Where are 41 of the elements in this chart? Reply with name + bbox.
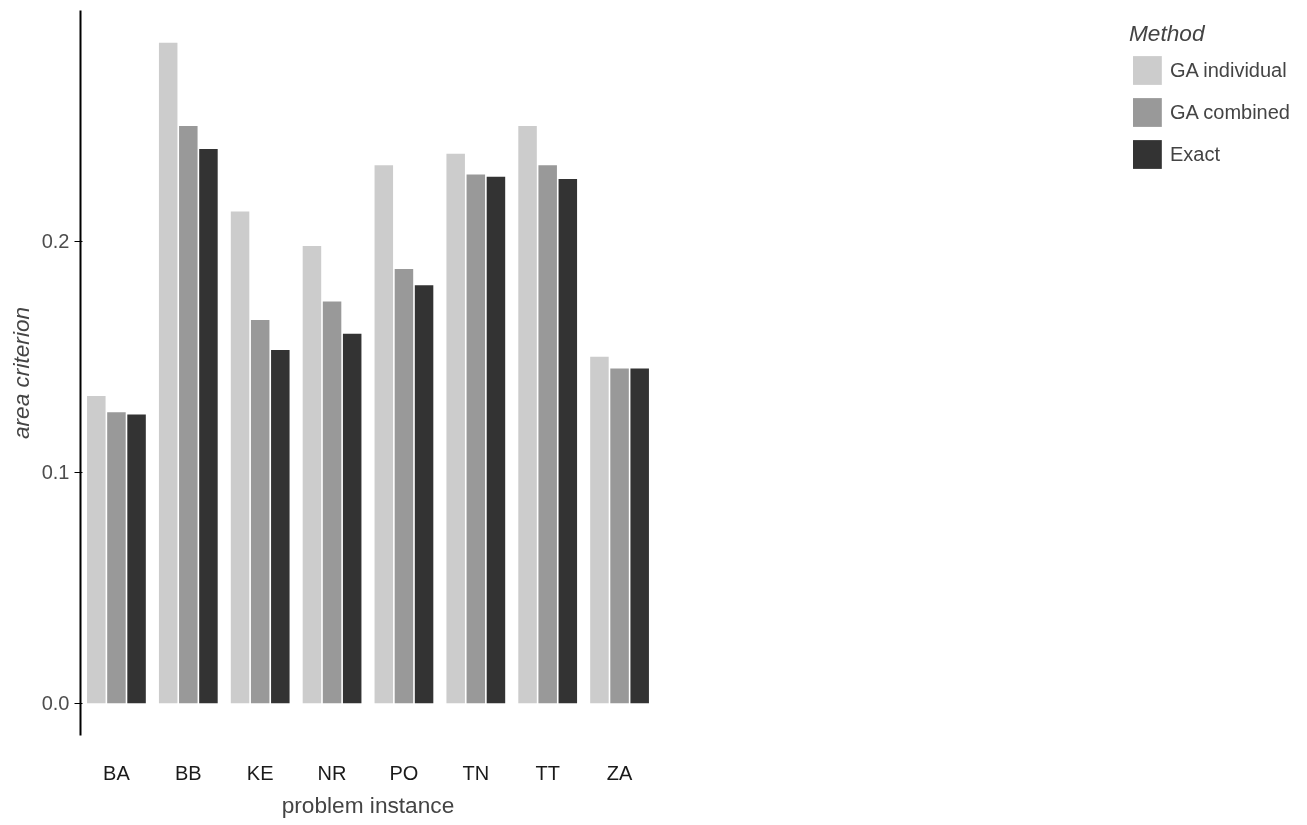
bar — [107, 412, 126, 704]
bar — [158, 42, 178, 704]
bar — [446, 153, 465, 704]
bar — [538, 165, 557, 704]
legend-title: Method — [1128, 20, 1206, 47]
bar — [179, 125, 198, 704]
x-tick-label: ZA — [606, 761, 633, 784]
bar — [610, 368, 629, 704]
bar — [342, 333, 362, 704]
bar — [271, 349, 290, 704]
bar — [630, 368, 649, 704]
x-tick-label: BB — [174, 761, 202, 784]
legend-label: Exact — [1169, 142, 1220, 166]
x-tick-label: TN — [462, 761, 490, 784]
y-tick-label: 0.0 — [41, 692, 70, 715]
bar — [590, 356, 609, 704]
y-tick-label: 0.1 — [41, 461, 70, 484]
y-tick-label: 0.2 — [41, 230, 70, 253]
bar — [87, 396, 106, 704]
x-tick-label: NR — [317, 761, 347, 784]
x-tick-label: KE — [246, 761, 274, 784]
bar — [322, 301, 342, 704]
bar — [199, 149, 218, 704]
bar — [414, 285, 434, 704]
y-axis-title: area criterion — [7, 306, 34, 440]
legend-label: GA combined — [1169, 100, 1290, 124]
bar — [374, 165, 394, 704]
bar — [394, 269, 414, 704]
x-tick-label: PO — [389, 761, 419, 784]
x-axis-title: problem instance — [281, 791, 455, 818]
bar — [466, 174, 486, 704]
bar — [558, 179, 578, 704]
bar — [250, 319, 270, 704]
x-tick-label: TT — [535, 761, 560, 784]
bar — [486, 176, 506, 704]
x-tick-label: BA — [103, 761, 131, 784]
bar — [518, 125, 537, 704]
bar — [127, 414, 146, 704]
bar — [302, 246, 322, 704]
legend-label: GA individual — [1169, 58, 1287, 82]
bar — [230, 211, 250, 704]
